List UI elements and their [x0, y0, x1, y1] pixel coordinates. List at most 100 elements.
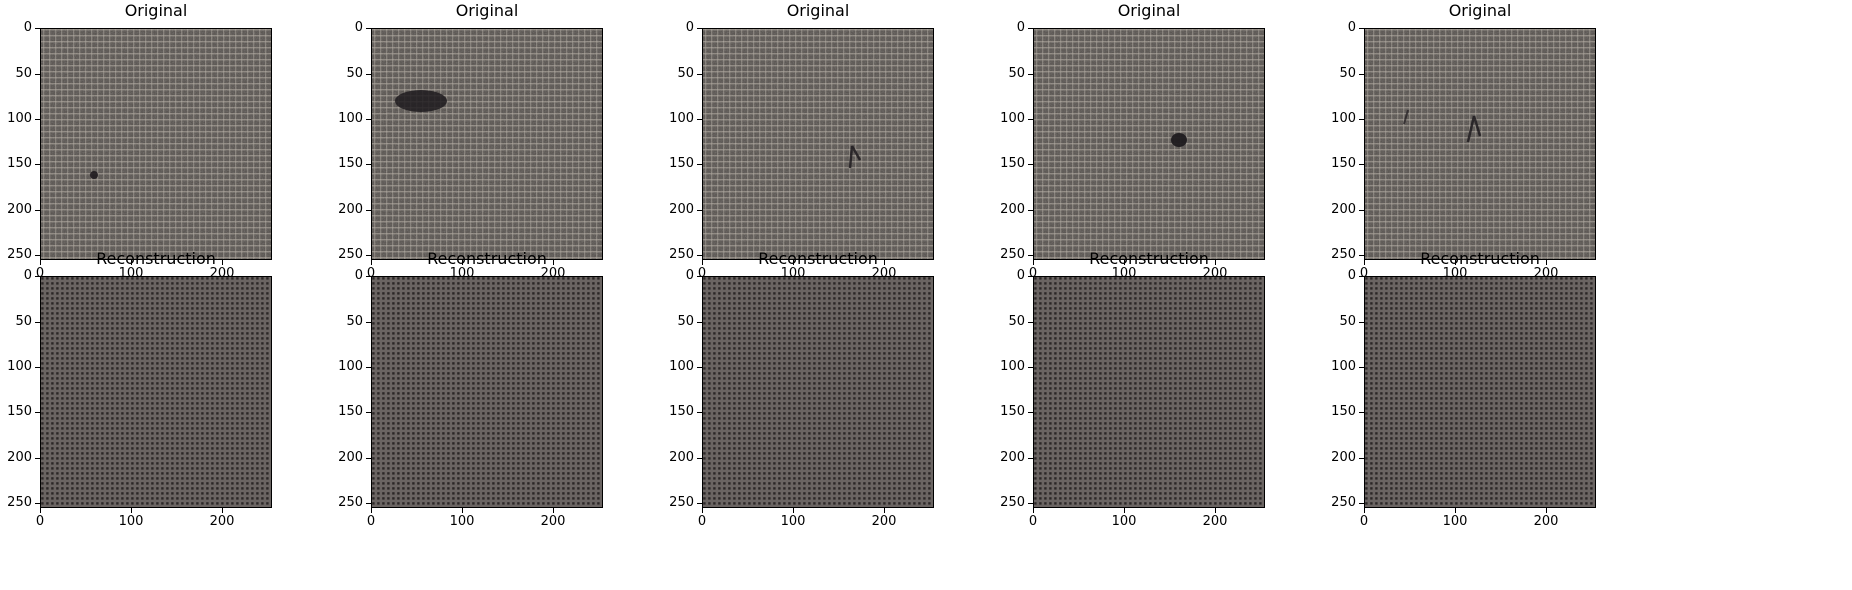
x-tick — [1215, 508, 1216, 513]
panel-image — [371, 276, 603, 508]
panel-title: Reconstruction — [1420, 249, 1540, 268]
y-tick — [1028, 503, 1033, 504]
y-tick-label: 250 — [1000, 247, 1025, 262]
y-tick — [1359, 503, 1364, 504]
y-tick-label: 200 — [1331, 202, 1356, 217]
y-tick — [697, 322, 702, 323]
x-tick — [371, 260, 372, 265]
x-tick-label: 0 — [1359, 514, 1369, 529]
y-tick — [366, 458, 371, 459]
panel-image — [1033, 28, 1265, 260]
x-tick — [462, 508, 463, 513]
defect-mark — [90, 171, 98, 179]
y-tick-label: 50 — [1339, 314, 1356, 329]
x-tick-label: 100 — [118, 514, 144, 529]
x-tick — [1546, 260, 1547, 265]
x-tick — [884, 260, 885, 265]
x-tick — [371, 508, 372, 513]
y-tick-label: 200 — [1331, 450, 1356, 465]
y-tick — [1359, 28, 1364, 29]
x-tick — [1033, 508, 1034, 513]
original-panel-1: Original 0 50 100 150 200 250 0 100 200 — [7, 1, 272, 281]
y-tick-label: 0 — [354, 268, 363, 283]
panel-title: Reconstruction — [1089, 249, 1209, 268]
y-tick-label: 50 — [677, 66, 694, 81]
y-tick-label: 0 — [1016, 268, 1025, 283]
y-tick — [697, 164, 702, 165]
y-tick-label: 0 — [1347, 268, 1356, 283]
y-tick-label: 50 — [346, 66, 363, 81]
x-tick-label: 0 — [1359, 266, 1369, 281]
x-tick — [1124, 260, 1125, 265]
y-tick — [697, 28, 702, 29]
reconstruction-panel-1: Reconstruction 0 50 100 150 200 250 0 100 200 — [7, 249, 272, 529]
x-tick — [462, 260, 463, 265]
y-tick — [1028, 164, 1033, 165]
x-tick — [40, 260, 41, 265]
panel-title: Reconstruction — [96, 249, 216, 268]
y-tick — [1028, 210, 1033, 211]
y-tick-label: 150 — [7, 404, 32, 419]
y-tick — [366, 210, 371, 211]
y-tick-label: 100 — [338, 359, 363, 374]
defect-mark — [848, 145, 862, 169]
x-tick — [1455, 508, 1456, 513]
y-tick — [35, 164, 40, 165]
y-tick — [366, 74, 371, 75]
original-panel-2: Original 0 50 100 150 200 250 0 100 200 — [338, 1, 603, 281]
y-tick — [1359, 322, 1364, 323]
y-tick-label: 200 — [7, 450, 32, 465]
original-panel-4: Original 0 50 100 150 200 250 0 100 200 — [1000, 1, 1265, 281]
y-tick-label: 50 — [1008, 314, 1025, 329]
y-tick — [366, 119, 371, 120]
y-tick — [35, 322, 40, 323]
y-tick — [35, 503, 40, 504]
x-tick — [702, 260, 703, 265]
y-tick — [1028, 412, 1033, 413]
y-tick — [366, 322, 371, 323]
panel-image — [702, 276, 934, 508]
y-tick-label: 50 — [15, 66, 32, 81]
y-tick — [35, 74, 40, 75]
panel-image — [1364, 276, 1596, 508]
y-tick — [35, 28, 40, 29]
y-tick-label: 0 — [685, 20, 694, 35]
panel-image — [1033, 276, 1265, 508]
y-tick — [366, 503, 371, 504]
x-tick-label: 0 — [35, 266, 45, 281]
y-tick — [366, 28, 371, 29]
y-tick-label: 250 — [1331, 495, 1356, 510]
x-tick-label: 200 — [871, 514, 897, 529]
x-tick-label: 0 — [1028, 514, 1038, 529]
x-tick — [1455, 260, 1456, 265]
x-tick-label: 0 — [35, 514, 45, 529]
y-tick — [697, 74, 702, 75]
x-tick — [553, 260, 554, 265]
y-tick — [1359, 276, 1364, 277]
y-tick — [1359, 367, 1364, 368]
x-tick-label: 0 — [366, 266, 376, 281]
y-tick — [35, 458, 40, 459]
y-tick-label: 150 — [1000, 404, 1025, 419]
y-tick-label: 250 — [338, 495, 363, 510]
y-tick-label: 250 — [1331, 247, 1356, 262]
y-tick — [35, 255, 40, 256]
x-tick — [553, 508, 554, 513]
y-tick-label: 250 — [669, 247, 694, 262]
x-tick — [222, 508, 223, 513]
y-tick-label: 100 — [7, 359, 32, 374]
y-tick-label: 0 — [23, 268, 32, 283]
y-tick-label: 200 — [338, 450, 363, 465]
x-tick — [793, 260, 794, 265]
y-tick — [697, 119, 702, 120]
x-tick — [131, 508, 132, 513]
y-tick-label: 0 — [1016, 20, 1025, 35]
x-tick — [1364, 508, 1365, 513]
y-tick — [35, 412, 40, 413]
y-tick — [366, 255, 371, 256]
y-tick-label: 0 — [1347, 20, 1356, 35]
y-tick-label: 200 — [338, 202, 363, 217]
x-tick — [1124, 508, 1125, 513]
panel-image — [702, 28, 934, 260]
y-tick — [35, 119, 40, 120]
